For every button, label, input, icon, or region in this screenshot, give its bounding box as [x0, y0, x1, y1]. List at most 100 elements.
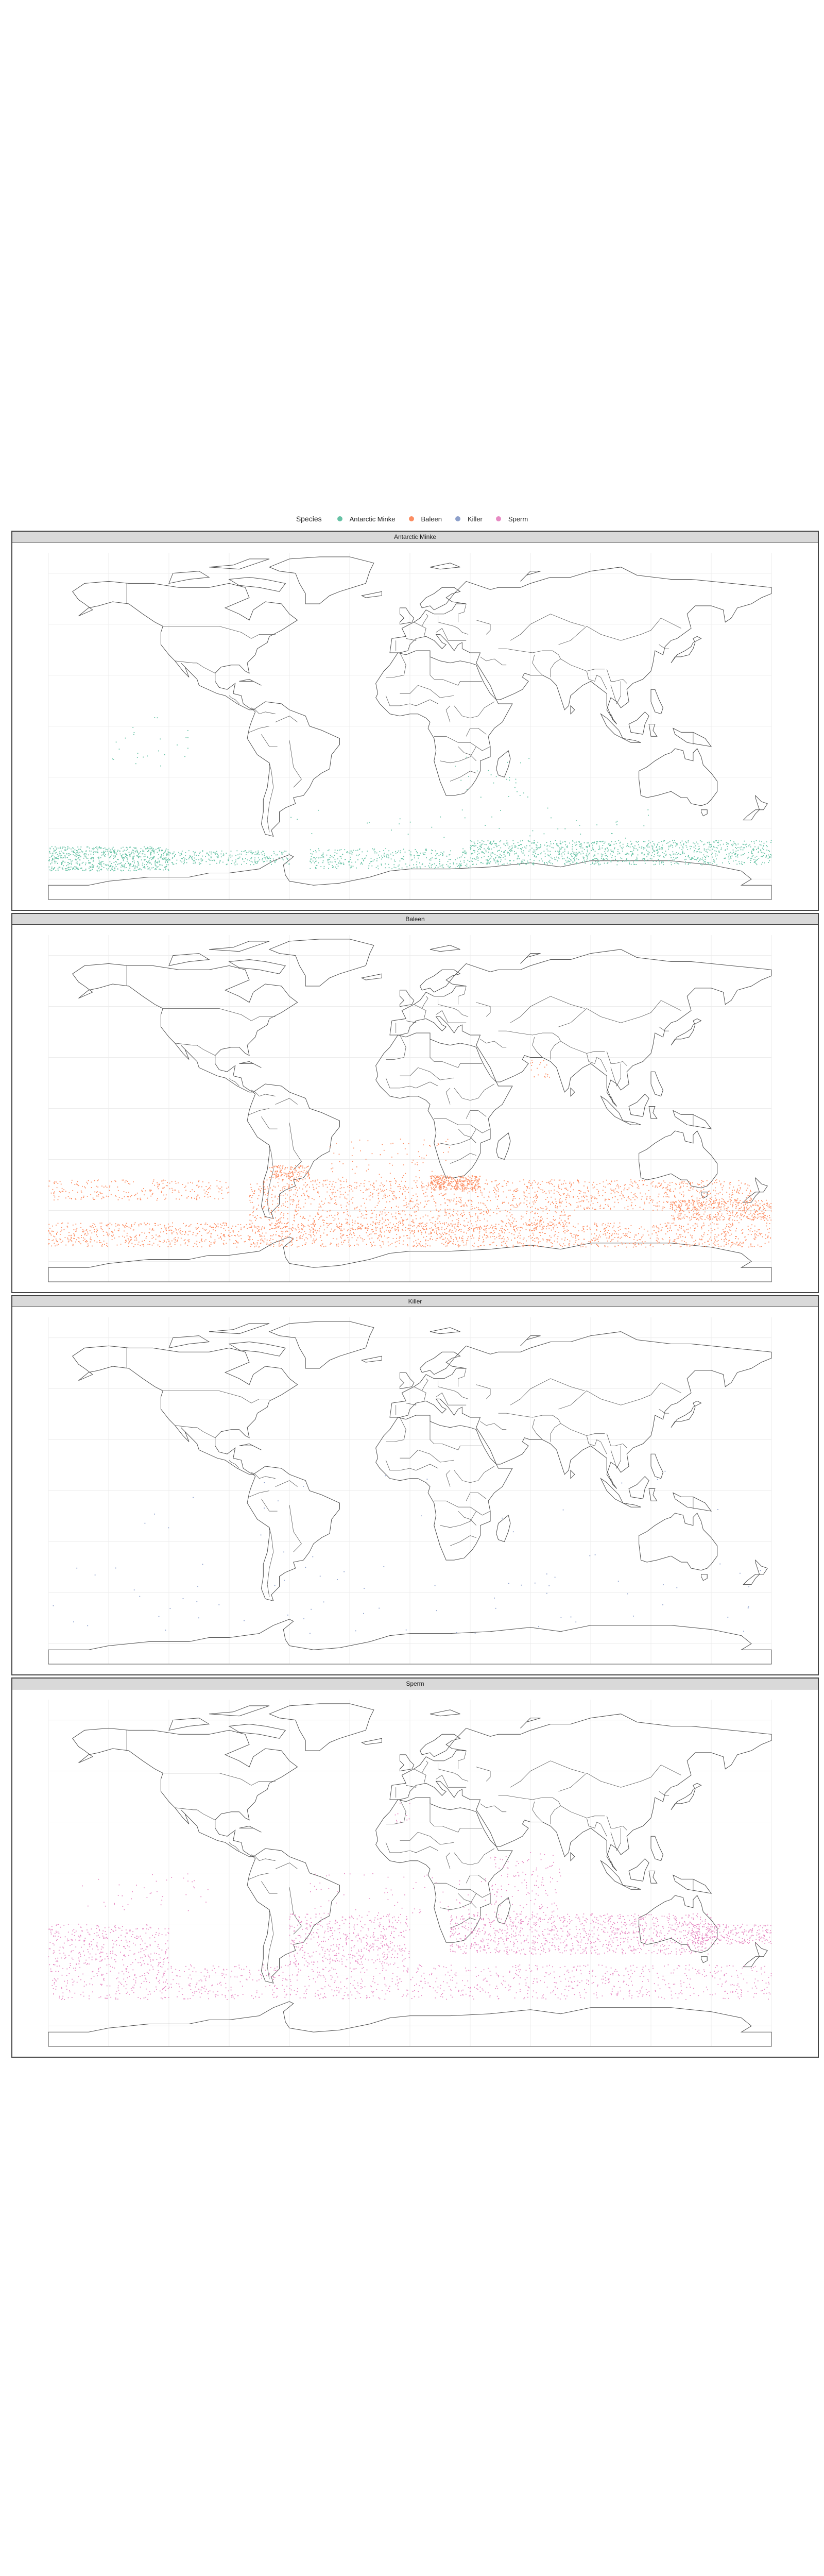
observation-point: [388, 1237, 389, 1238]
observation-point: [379, 1235, 380, 1237]
observation-point: [698, 1242, 700, 1244]
country-border: [400, 1067, 454, 1080]
observation-point: [449, 1229, 451, 1230]
observation-point: [207, 1224, 208, 1225]
country-border: [249, 1108, 270, 1115]
observation-point: [249, 1236, 251, 1238]
coastline: [671, 636, 702, 664]
observation-point: [568, 860, 569, 861]
observation-point: [421, 1187, 423, 1189]
observation-point: [211, 857, 212, 858]
observation-point: [347, 1235, 348, 1236]
observation-point: [90, 862, 91, 863]
observation-point: [514, 851, 515, 852]
observation-point: [147, 848, 149, 849]
observation-point: [208, 854, 209, 855]
country-border: [438, 616, 469, 635]
observation-point: [111, 863, 112, 864]
observation-point: [302, 1229, 303, 1230]
observation-point: [573, 858, 574, 859]
observation-point: [67, 857, 68, 858]
observation-point: [402, 858, 403, 859]
observation-point: [699, 851, 700, 853]
observation-point: [468, 867, 470, 868]
observation-point: [264, 855, 265, 856]
observation-point: [648, 853, 649, 855]
observation-point: [270, 1242, 272, 1244]
observation-point: [607, 1232, 608, 1233]
observation-point: [573, 1244, 575, 1245]
observation-point: [154, 863, 156, 865]
observation-point: [634, 1242, 636, 1243]
observation-point: [528, 1188, 530, 1189]
observation-point: [368, 1188, 370, 1190]
observation-point: [376, 852, 377, 854]
observation-point: [502, 1238, 503, 1239]
observation-point: [72, 847, 73, 849]
observation-point: [229, 1235, 230, 1237]
observation-point: [182, 1231, 183, 1232]
observation-point: [164, 1241, 165, 1242]
observation-point: [646, 850, 647, 851]
observation-point: [228, 1235, 229, 1236]
observation-point: [310, 1231, 311, 1233]
observation-point: [114, 870, 116, 871]
observation-point: [52, 854, 54, 856]
observation-point: [353, 850, 354, 851]
observation-point: [379, 1215, 380, 1216]
observation-point: [436, 1209, 437, 1210]
observation-point: [577, 1244, 578, 1245]
observation-point: [417, 852, 418, 853]
observation-point: [216, 1226, 217, 1227]
observation-point: [48, 860, 50, 861]
observation-point: [694, 856, 695, 857]
observation-point: [427, 1240, 429, 1241]
observation-point: [392, 1238, 394, 1239]
observation-point: [554, 1225, 556, 1227]
observation-point: [646, 856, 647, 857]
observation-point: [603, 1228, 605, 1230]
observation-point: [346, 1223, 347, 1224]
observation-point: [392, 1227, 393, 1228]
observation-point: [340, 1229, 341, 1231]
observation-point: [554, 1234, 556, 1235]
observation-point: [262, 1232, 263, 1234]
observation-point: [147, 868, 149, 869]
observation-point: [161, 854, 162, 855]
observation-point: [636, 856, 638, 858]
observation-point: [662, 844, 663, 846]
observation-point: [269, 1229, 271, 1230]
observation-point: [739, 861, 740, 862]
observation-point: [464, 1231, 465, 1233]
observation-point: [217, 1234, 218, 1236]
observation-point: [575, 1234, 576, 1236]
observation-point: [50, 870, 52, 872]
observation-point: [258, 852, 259, 853]
observation-point: [745, 844, 746, 845]
observation-point: [255, 1245, 257, 1247]
observation-point: [348, 1240, 350, 1241]
observation-point: [583, 849, 585, 850]
observation-point: [407, 1244, 408, 1245]
observation-point: [344, 849, 346, 851]
observation-point: [544, 856, 546, 857]
observation-point: [592, 863, 593, 864]
observation-point: [395, 851, 396, 852]
observation-point: [494, 843, 495, 844]
observation-point: [501, 1238, 502, 1240]
observation-point: [281, 1244, 283, 1246]
observation-point: [667, 1231, 668, 1232]
observation-point: [282, 1231, 284, 1232]
observation-point: [339, 1226, 340, 1227]
observation-point: [299, 1238, 301, 1240]
observation-point: [117, 868, 118, 870]
observation-point: [66, 870, 67, 871]
observation-point: [130, 846, 131, 848]
observation-point: [741, 1246, 743, 1247]
observation-point: [414, 1230, 415, 1231]
observation-point: [483, 1239, 484, 1240]
observation-point: [705, 857, 707, 858]
observation-point: [399, 823, 400, 825]
observation-point: [732, 1225, 733, 1226]
observation-point: [305, 1242, 307, 1244]
